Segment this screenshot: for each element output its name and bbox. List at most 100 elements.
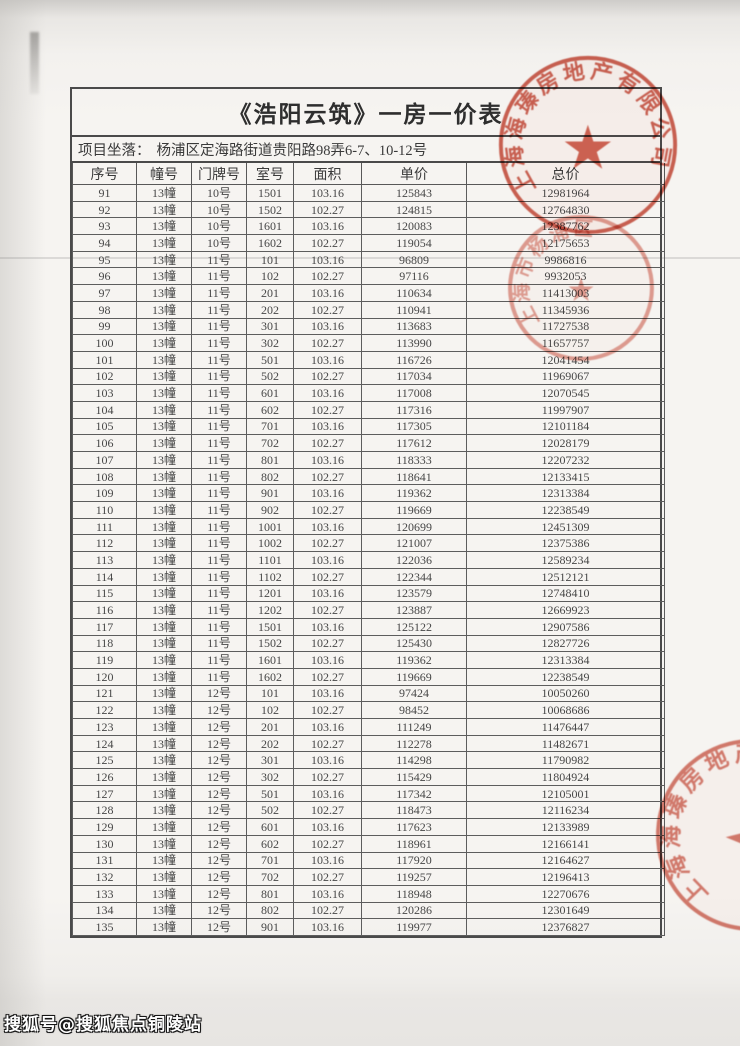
cell-area: 102.27 (293, 434, 362, 452)
cell-index: 128 (72, 801, 137, 820)
cell-unit-price: 118961 (361, 834, 467, 853)
cell-door: 12号 (191, 751, 247, 770)
cell-unit-price: 119054 (361, 234, 467, 252)
cell-index: 98 (72, 300, 137, 319)
cell-door: 11号 (191, 617, 247, 636)
table-row: 91 13幢 10号 1501 103.16 125843 12981964 (72, 184, 665, 202)
cell-area: 103.16 (293, 484, 362, 503)
cell-building: 13幢 (136, 701, 192, 719)
table-row: 110 13幢 11号 902 102.27 119669 12238549 (72, 501, 665, 519)
column-header-area: 面积 (293, 163, 362, 185)
cell-unit-price: 121007 (361, 534, 467, 553)
cell-room: 101 (246, 684, 294, 703)
cell-area: 102.27 (293, 467, 362, 486)
cell-building: 13幢 (136, 467, 192, 486)
cell-index: 131 (72, 851, 137, 870)
cell-area: 102.27 (293, 801, 362, 820)
cell-index: 95 (72, 250, 137, 269)
cell-area: 102.27 (293, 667, 362, 686)
cell-area: 102.27 (293, 701, 362, 719)
cell-room: 702 (246, 868, 294, 886)
cell-total-price: 12764830 (466, 200, 665, 219)
cell-total-price: 12313384 (466, 484, 665, 503)
header-row: 序号 幢号 门牌号 室号 面积 单价 总价 (72, 163, 665, 185)
cell-door: 11号 (191, 534, 247, 553)
cell-unit-price: 119257 (361, 868, 467, 886)
cell-area: 103.16 (293, 784, 362, 803)
cell-index: 102 (72, 367, 137, 386)
cell-door: 12号 (191, 684, 247, 703)
column-header-index: 序号 (72, 163, 137, 185)
column-header-building: 幢号 (136, 163, 192, 185)
cell-room: 601 (246, 818, 294, 836)
cell-building: 13幢 (136, 718, 192, 736)
cell-building: 13幢 (136, 484, 192, 503)
table-row: 118 13幢 11号 1502 102.27 125430 12827726 (72, 634, 665, 653)
cell-room: 202 (246, 300, 294, 319)
cell-room: 1102 (246, 567, 294, 586)
cell-total-price: 10050260 (466, 684, 665, 703)
cell-area: 103.16 (293, 884, 362, 903)
cell-unit-price: 112278 (361, 734, 467, 753)
cell-unit-price: 117342 (361, 784, 467, 803)
price-table-body: 91 13幢 10号 1501 103.16 125843 12981964 92 13幢 10号… (72, 184, 665, 936)
cell-door: 11号 (191, 501, 247, 519)
cell-area: 103.16 (293, 350, 362, 369)
cell-index: 92 (72, 200, 137, 219)
column-header-unit-price: 单价 (361, 163, 467, 185)
cell-total-price: 12376827 (466, 918, 665, 936)
cell-door: 12号 (191, 768, 247, 786)
cell-unit-price: 119977 (361, 918, 467, 936)
cell-index: 101 (72, 350, 137, 369)
cell-total-price: 12116234 (466, 801, 665, 820)
location-label: 项目坐落： (78, 142, 151, 159)
table-row: 120 13幢 11号 1602 102.27 119669 12238549 (72, 667, 665, 686)
cell-area: 103.16 (293, 384, 362, 402)
table-row: 109 13幢 11号 901 103.16 119362 12313384 (72, 484, 665, 503)
cell-area: 102.27 (293, 901, 362, 920)
cell-area: 103.16 (293, 451, 362, 469)
cell-index: 109 (72, 484, 137, 503)
cell-area: 102.27 (293, 567, 362, 586)
cell-total-price: 11969067 (466, 367, 665, 386)
cell-index: 135 (72, 918, 137, 936)
cell-door: 12号 (191, 734, 247, 753)
cell-building: 13幢 (136, 617, 192, 636)
cell-building: 13幢 (136, 501, 192, 519)
cell-door: 11号 (191, 384, 247, 402)
table-row: 98 13幢 11号 202 102.27 110941 11345936 (72, 300, 665, 319)
table-row: 134 13幢 12号 802 102.27 120286 12301649 (72, 901, 665, 920)
cell-building: 13幢 (136, 184, 192, 202)
cell-building: 13幢 (136, 434, 192, 452)
cell-building: 13幢 (136, 350, 192, 369)
cell-area: 102.27 (293, 868, 362, 886)
cell-room: 802 (246, 901, 294, 920)
cell-room: 702 (246, 434, 294, 452)
cell-unit-price: 122344 (361, 567, 467, 586)
cell-room: 101 (246, 250, 294, 269)
cell-total-price: 12028179 (466, 434, 665, 452)
cell-room: 601 (246, 384, 294, 402)
cell-index: 113 (72, 551, 137, 569)
cell-area: 103.16 (293, 284, 362, 302)
cell-unit-price: 123579 (361, 584, 467, 603)
cell-building: 13幢 (136, 300, 192, 319)
cell-index: 110 (72, 501, 137, 519)
cell-door: 12号 (191, 834, 247, 853)
cell-room: 1201 (246, 584, 294, 603)
cell-room: 1101 (246, 551, 294, 569)
cell-room: 602 (246, 400, 294, 419)
cell-door: 11号 (191, 367, 247, 386)
cell-total-price: 12313384 (466, 651, 665, 669)
cell-unit-price: 117612 (361, 434, 467, 452)
cell-index: 123 (72, 718, 137, 736)
cell-total-price: 12041454 (466, 350, 665, 369)
table-row: 133 13幢 12号 801 103.16 118948 12270676 (72, 884, 665, 903)
cell-area: 103.16 (293, 617, 362, 636)
cell-room: 1001 (246, 517, 294, 536)
cell-building: 13幢 (136, 584, 192, 603)
cell-unit-price: 119362 (361, 651, 467, 669)
table-row: 102 13幢 11号 502 102.27 117034 11969067 (72, 367, 665, 386)
cell-index: 103 (72, 384, 137, 402)
cell-door: 11号 (191, 634, 247, 653)
